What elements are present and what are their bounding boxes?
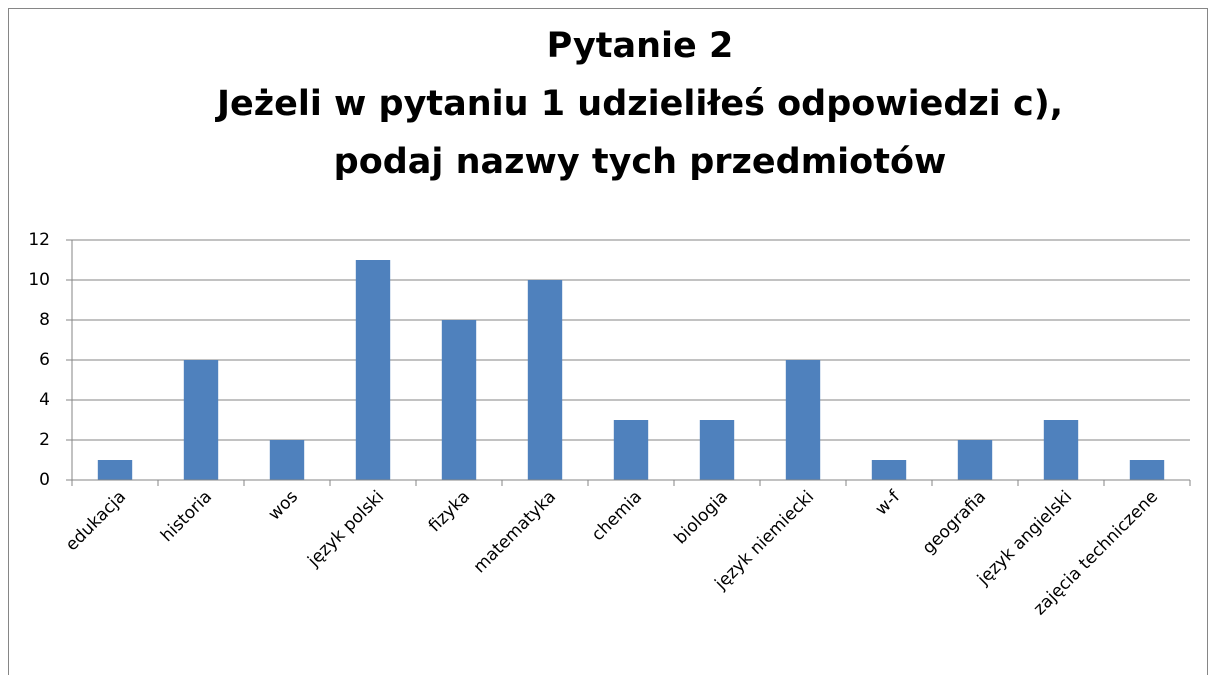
bar	[871, 460, 907, 480]
bar	[613, 420, 649, 480]
y-tick-label: 6	[39, 350, 50, 370]
bar	[785, 360, 821, 480]
y-tick-label: 10	[28, 270, 50, 290]
bar	[957, 440, 993, 480]
bar	[269, 440, 305, 480]
y-tick-label: 12	[28, 230, 50, 250]
chart-title: Jeżeli w pytaniu 1 udzieliłeś odpowiedzi…	[215, 84, 1063, 124]
bar	[441, 320, 477, 480]
bar	[355, 260, 391, 480]
bar	[699, 420, 735, 480]
bar	[97, 460, 133, 480]
chart-frame	[8, 8, 1208, 675]
bar	[183, 360, 219, 480]
bar	[527, 280, 563, 480]
y-tick-label: 0	[39, 470, 50, 490]
y-tick-label: 4	[39, 390, 50, 410]
y-tick-label: 2	[39, 430, 50, 450]
bar	[1043, 420, 1079, 480]
y-tick-label: 8	[39, 310, 50, 330]
chart-title: Pytanie 2	[547, 26, 734, 66]
bar	[1129, 460, 1165, 480]
chart-title: podaj nazwy tych przedmiotów	[334, 142, 947, 182]
